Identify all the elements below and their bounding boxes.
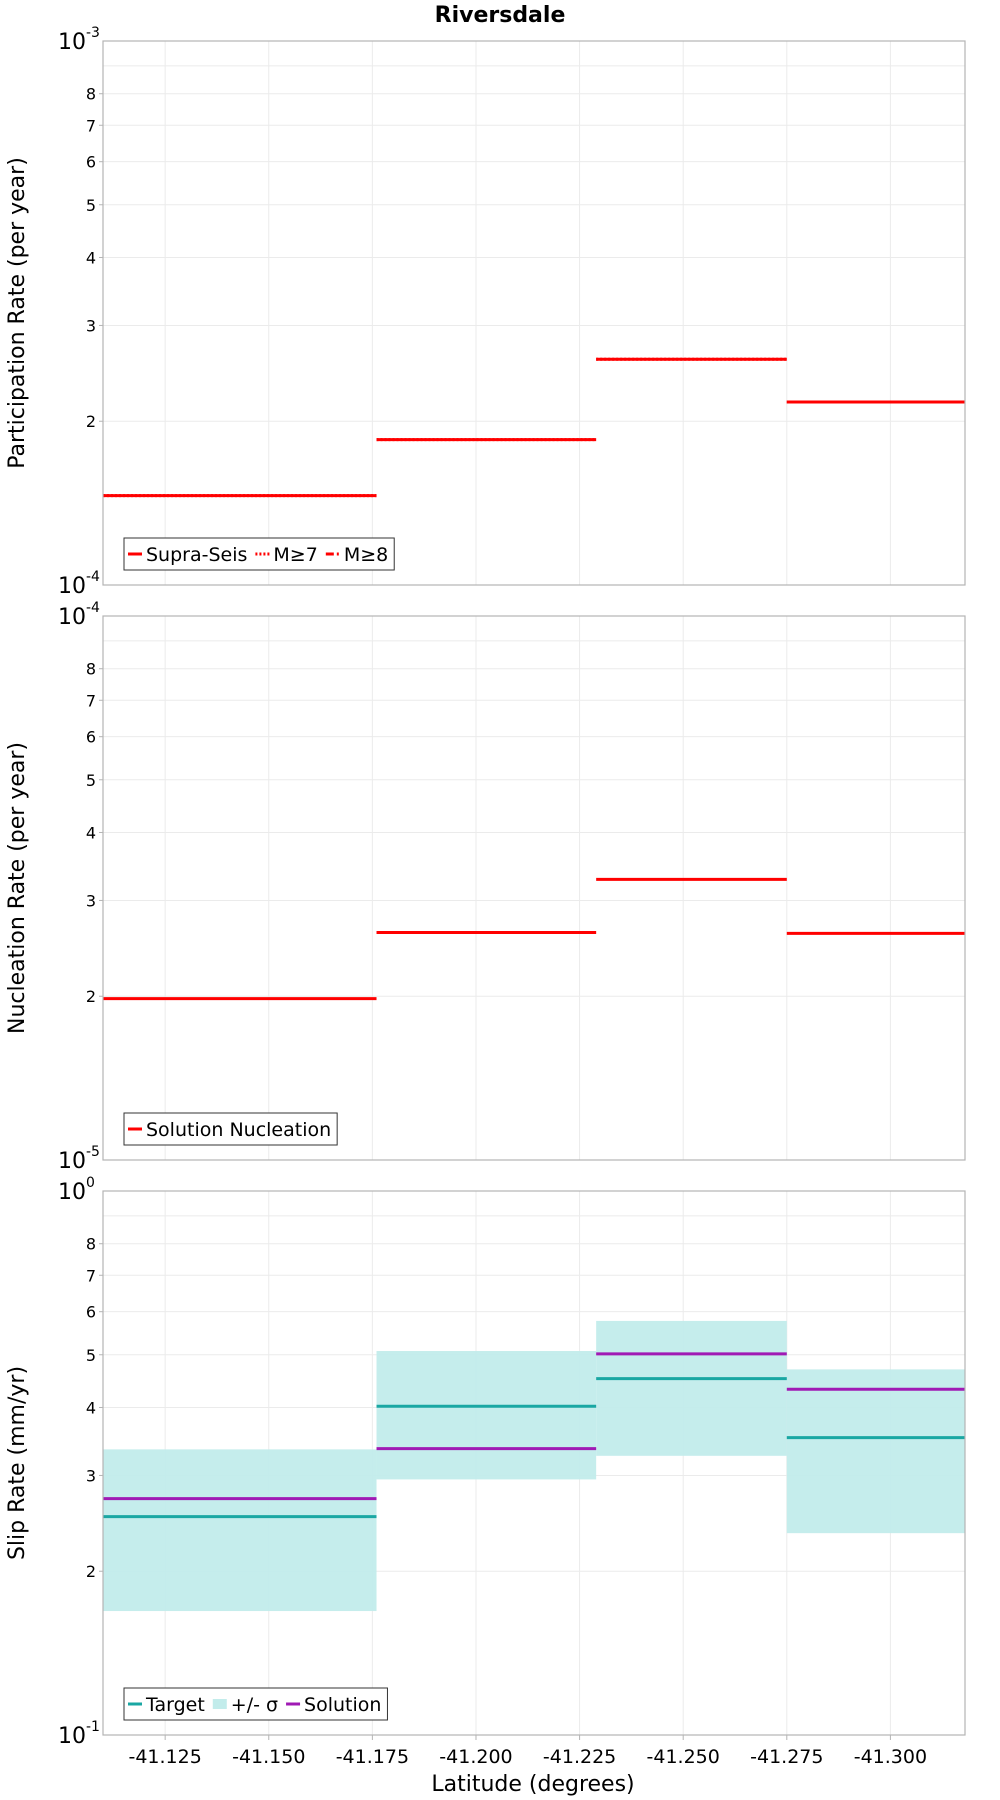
y-tick-label: 6: [86, 728, 96, 747]
y-decade-label: 10: [58, 30, 86, 55]
plot-area-nucleation: [103, 616, 965, 1160]
y-tick-label: 7: [86, 691, 96, 710]
y-tick-label: 6: [86, 1303, 96, 1322]
y-tick-label: 4: [86, 248, 96, 267]
y-tick-label: 4: [86, 823, 96, 842]
y-decade-label: 10: [58, 574, 86, 599]
plot-border-nucleation: [102, 615, 966, 1161]
band-segment: [376, 1351, 597, 1480]
x-tick-label: -41.225: [543, 1746, 616, 1768]
legend-slip: Target +/- σ Solution: [123, 1687, 388, 1721]
y-decade-exponent: -4: [86, 569, 100, 585]
x-tick-label: -41.275: [750, 1746, 823, 1768]
y-decade-exponent: -5: [86, 1144, 100, 1160]
y-decade-label: 10: [58, 605, 86, 630]
y-decade-exponent: -3: [86, 25, 100, 41]
legend-label: Solution Nucleation: [146, 1119, 331, 1141]
band-segment: [103, 1449, 377, 1612]
y-decade-exponent: -4: [86, 600, 100, 616]
band-segment: [786, 1369, 965, 1534]
y-tick-label: 3: [86, 1466, 96, 1485]
y-tick-label: 2: [86, 1562, 96, 1581]
plot-border-slip: [102, 1190, 966, 1736]
legend-label: Solution: [304, 1694, 381, 1716]
legend-nucleation: Solution Nucleation: [123, 1112, 338, 1146]
legend-swatch: [212, 1699, 227, 1709]
chart-title: Riversdale: [435, 3, 566, 28]
y-decade-label: 10: [58, 1724, 86, 1749]
y-tick-label: 5: [86, 771, 96, 790]
plot-area-participation: [103, 41, 965, 585]
y-tick-label: 2: [86, 412, 96, 431]
x-axis-label: Latitude (degrees): [431, 1772, 634, 1797]
y-tick-label: 7: [86, 116, 96, 135]
legend-box: [123, 537, 395, 571]
y-axis-label-participation: Participation Rate (per year): [5, 157, 30, 469]
x-tick-label: -41.125: [128, 1746, 201, 1768]
y-tick-label: 8: [86, 85, 96, 104]
y-tick-label: 4: [86, 1398, 96, 1417]
y-tick-label: 5: [86, 1346, 96, 1365]
y-tick-label: 5: [86, 196, 96, 215]
y-tick-label: 7: [86, 1266, 96, 1285]
y-tick-label: 8: [86, 660, 96, 679]
x-tick-label: -41.150: [232, 1746, 305, 1768]
legend-label: M≥7: [273, 544, 317, 566]
y-tick-label: 6: [86, 153, 96, 172]
legend-label: Supra-Seis: [146, 544, 247, 566]
legend-box: [123, 1687, 388, 1721]
band-segment: [596, 1320, 787, 1456]
y-tick-label: 3: [86, 316, 96, 335]
legend-box: [123, 1112, 338, 1146]
legend-label: +/- σ: [231, 1694, 278, 1716]
y-decade-exponent: -1: [86, 1719, 100, 1735]
x-tick-label: -41.300: [854, 1746, 927, 1768]
legend-participation: Supra-Seis M≥7 M≥8: [123, 537, 395, 571]
x-tick-label: -41.175: [336, 1746, 409, 1768]
x-tick-label: -41.200: [439, 1746, 512, 1768]
x-tick-label: -41.250: [647, 1746, 720, 1768]
y-decade-label: 10: [58, 1180, 86, 1205]
y-decade-exponent: 0: [86, 1175, 95, 1191]
y-tick-label: 8: [86, 1235, 96, 1254]
y-decade-label: 10: [58, 1149, 86, 1174]
y-tick-label: 3: [86, 891, 96, 910]
legend-label: M≥8: [344, 544, 388, 566]
legend-label: Target: [145, 1694, 205, 1716]
y-axis-label-slip: Slip Rate (mm/yr): [5, 1366, 30, 1560]
y-axis-label-nucleation: Nucleation Rate (per year): [5, 742, 30, 1034]
plot-border-participation: [102, 40, 966, 586]
y-tick-label: 2: [86, 987, 96, 1006]
